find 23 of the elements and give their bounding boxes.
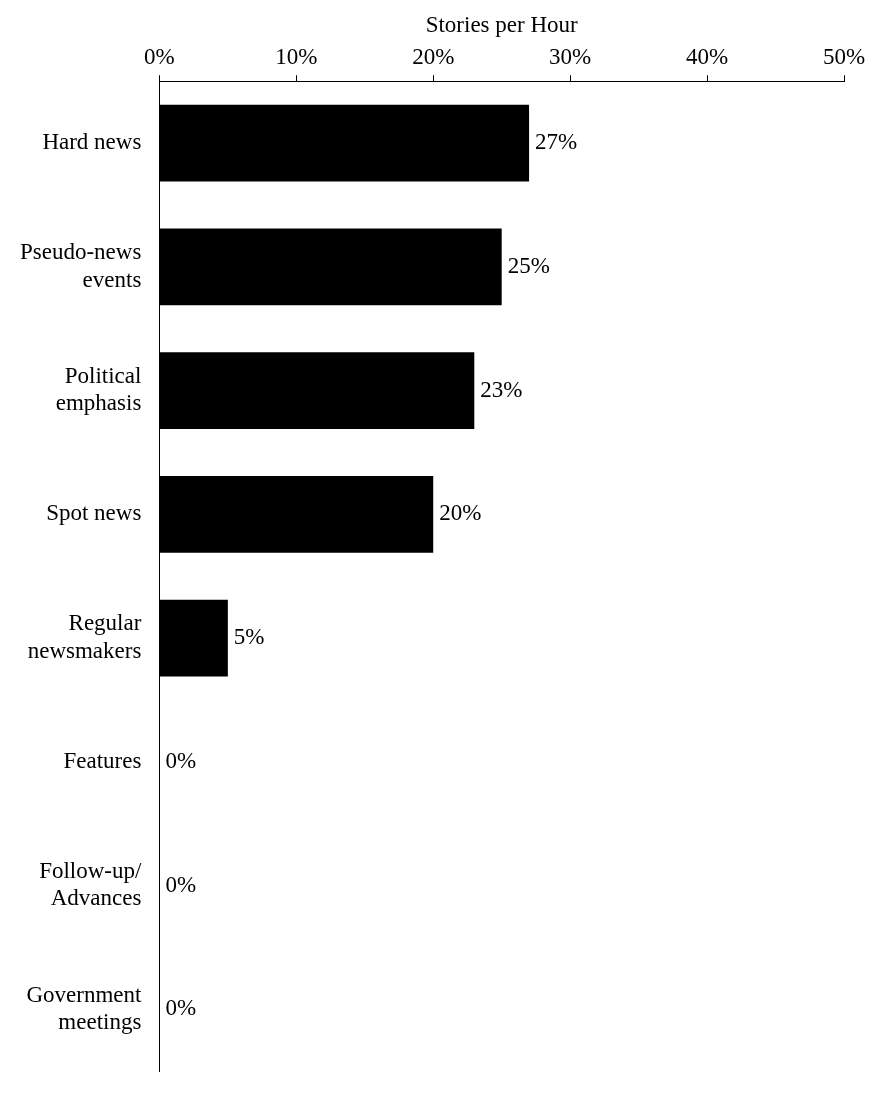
data-label: 0%	[165, 871, 197, 897]
data-label: 5%	[233, 624, 265, 650]
x-tick-label: 20%	[412, 44, 455, 70]
x-tick-label: 0%	[144, 44, 175, 70]
y-tick-label: Spot news	[46, 500, 142, 526]
y-tick-label: Pseudo-news events	[19, 239, 142, 292]
y-tick-label: Follow-up/ Advances	[39, 857, 142, 911]
x-tick-label: 50%	[822, 44, 866, 70]
y-tick-label: Government meetings	[26, 981, 142, 1035]
y-tick-label: Hard news	[42, 129, 142, 155]
data-label: 25%	[507, 252, 550, 278]
y-tick-label: Regular newsmakers	[27, 610, 142, 663]
data-label: 0%	[165, 995, 197, 1021]
y-tick-label: Features	[63, 747, 142, 773]
data-label: 23%	[480, 376, 523, 402]
x-axis-title: Stories per Hour	[425, 11, 579, 37]
data-label: 20%	[439, 500, 482, 526]
data-label: 27%	[535, 129, 578, 155]
data-label: 0%	[165, 747, 197, 773]
x-tick-label: 30%	[549, 44, 592, 70]
x-tick-label: 40%	[685, 44, 729, 70]
x-tick-label: 10%	[275, 44, 318, 70]
y-tick-label: Political emphasis	[55, 362, 142, 416]
